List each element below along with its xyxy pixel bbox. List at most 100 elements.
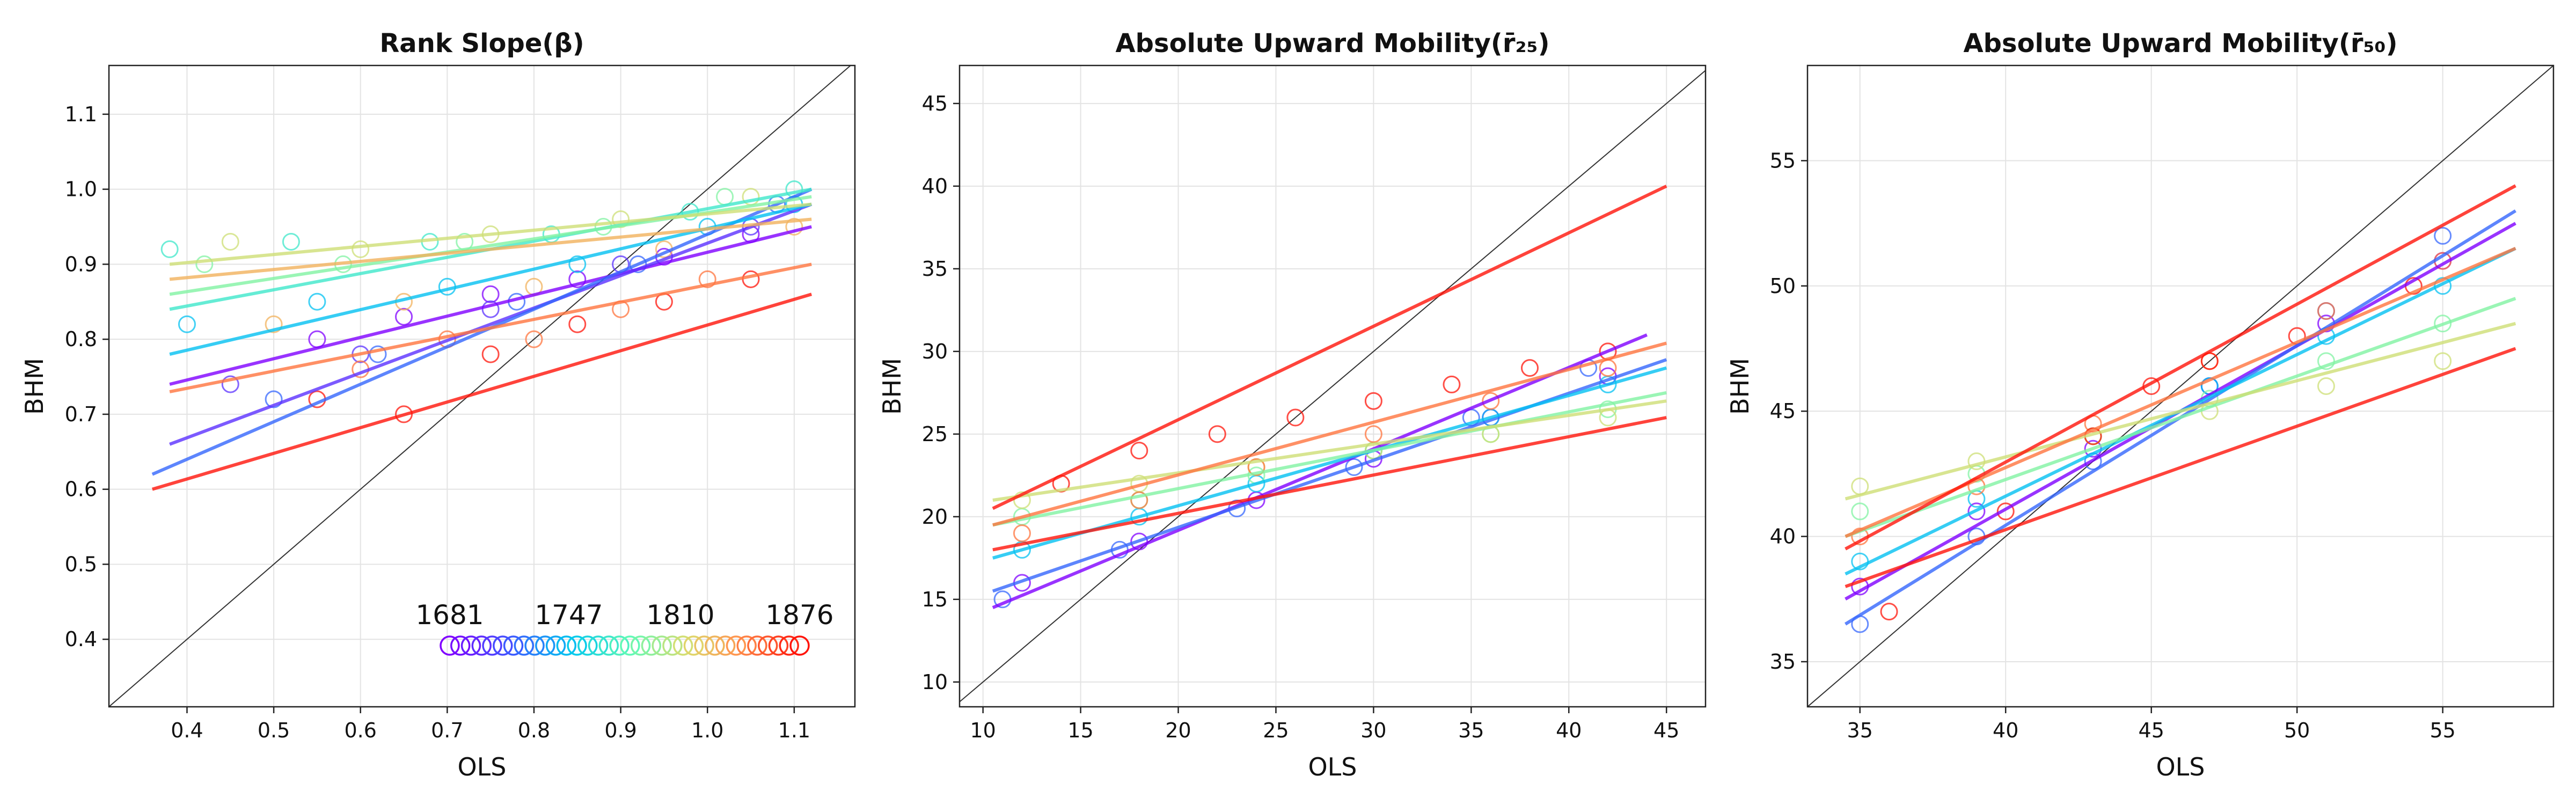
x-tick-label: 0.9 <box>604 719 636 742</box>
scatter-point <box>221 232 239 251</box>
y-axis-label: BHM <box>20 358 49 415</box>
scatter-point <box>282 232 300 251</box>
colorbar-marker <box>757 635 778 656</box>
scatter-point <box>1364 392 1382 410</box>
colorbar-marker <box>514 635 535 656</box>
scatter-point <box>1364 425 1382 443</box>
title-text: Absolute Upward Mobility <box>1964 28 2339 58</box>
fit-line <box>151 292 813 491</box>
x-tick-label: 30 <box>1360 719 1386 742</box>
colorbar-marker <box>736 635 757 656</box>
fit-line <box>169 202 813 446</box>
title-text: Absolute Upward Mobility <box>1116 28 1491 58</box>
panel-upward-mobility-25: Absolute Upward Mobility(r̄₂₅) 10 15 20 25 3… <box>877 28 1707 781</box>
colorbar-label: 1747 <box>535 599 603 631</box>
colorbar-marker <box>493 635 513 656</box>
fit-line <box>1845 297 2516 538</box>
colorbar-marker <box>683 635 704 656</box>
fit-line <box>1845 184 2516 551</box>
scatter-point <box>1013 524 1031 543</box>
y-tick-label: 0.5 <box>65 552 97 576</box>
colorbar-marker <box>726 635 747 656</box>
scatter-point <box>2317 377 2335 395</box>
axes-frame <box>958 64 1707 708</box>
x-axis-label: OLS <box>457 752 506 781</box>
fit-line <box>992 341 1667 527</box>
x-axis-ticks: 35 40 45 50 55 <box>1847 707 2456 742</box>
panel-upward-mobility-50: Absolute Upward Mobility(r̄₅₀) 35 40 45 50 5… <box>1725 28 2555 781</box>
scatter-point <box>160 240 179 258</box>
fit-line <box>992 185 1667 510</box>
x-axis-ticks: 10 15 20 25 30 35 40 45 <box>970 707 1679 742</box>
y-tick-label: 1.1 <box>65 103 97 126</box>
scatter-point <box>698 270 716 288</box>
colorbar-marker <box>588 635 609 656</box>
scatter-point <box>2317 302 2335 320</box>
x-tick-label: 0.7 <box>431 719 463 742</box>
fit-line <box>992 333 1648 609</box>
scatter-point <box>265 315 283 333</box>
x-tick-label: 55 <box>2429 719 2455 742</box>
colorbar-marker <box>662 635 683 656</box>
colorbar-marker <box>715 635 736 656</box>
y-tick-label: 30 <box>922 340 948 363</box>
title-symbol: (r̄₅₀) <box>2339 28 2398 58</box>
y-tick-label: 1.0 <box>65 178 97 201</box>
y-tick-label: 0.7 <box>65 402 97 426</box>
scatter-points <box>160 180 803 423</box>
x-tick-label: 0.8 <box>518 719 550 742</box>
colorbar-marker <box>768 635 789 656</box>
colorbar-marker <box>524 635 545 656</box>
grid-lines <box>1807 65 2553 707</box>
y-axis-label: BHM <box>877 358 906 415</box>
y-tick-label: 45 <box>922 92 948 115</box>
title-symbol: (β) <box>542 28 584 58</box>
scatter-point <box>1247 458 1265 476</box>
fit-lines <box>151 187 813 491</box>
fit-line <box>169 225 812 386</box>
x-tick-label: 35 <box>1847 719 1873 742</box>
colorbar-marker <box>535 635 555 656</box>
scatter-point <box>716 188 734 206</box>
panel-rank-slope: Rank Slope(β) 0.4 0.5 0.6 0.7 0.8 0.9 1.0 1.1 0… <box>20 28 856 781</box>
y-tick-label: 35 <box>922 257 948 281</box>
scatter-point <box>369 345 387 363</box>
colorbar-marker <box>747 635 767 656</box>
y-tick-label: 10 <box>922 670 948 694</box>
fit-lines <box>992 185 1667 609</box>
x-tick-label: 0.6 <box>345 719 377 742</box>
y-tick-label: 0.4 <box>65 627 97 651</box>
axes-frame <box>108 64 856 708</box>
y-axis-ticks: 10 15 20 25 30 35 40 45 <box>922 92 960 694</box>
x-tick-label: 1.0 <box>691 719 723 742</box>
colorbar-marker <box>789 635 810 656</box>
x-tick-label: 25 <box>1263 719 1289 742</box>
fit-line <box>992 358 1667 593</box>
y-tick-label: 0.6 <box>65 478 97 501</box>
fit-line <box>992 391 1667 527</box>
colorbar-marker <box>630 635 651 656</box>
diagonal-line <box>960 70 1706 702</box>
scatter-point <box>2434 314 2452 333</box>
fit-line <box>169 217 812 281</box>
y-tick-label: 20 <box>922 505 948 529</box>
scatter-point <box>1130 442 1148 460</box>
scatter-point <box>1345 458 1363 476</box>
scatter-point <box>1208 425 1226 443</box>
scatter-point <box>2317 352 2335 370</box>
colorbar-marker <box>609 635 630 656</box>
scatter-point <box>525 330 543 348</box>
x-tick-label: 50 <box>2284 719 2310 742</box>
y-tick-label: 40 <box>922 174 948 198</box>
scatter-point <box>481 300 500 318</box>
scatter-point <box>1851 502 1869 521</box>
colorbar-legend: 1681 1747 1810 1876 <box>415 599 834 656</box>
colorbar-marker <box>694 635 714 656</box>
scatter-point <box>1967 502 1986 521</box>
x-tick-label: 1.1 <box>778 719 810 742</box>
diagonal-line <box>1807 65 2553 707</box>
title-text: Rank Slope <box>379 28 542 58</box>
colorbar-marker <box>705 635 725 656</box>
scatter-point <box>2434 352 2452 370</box>
